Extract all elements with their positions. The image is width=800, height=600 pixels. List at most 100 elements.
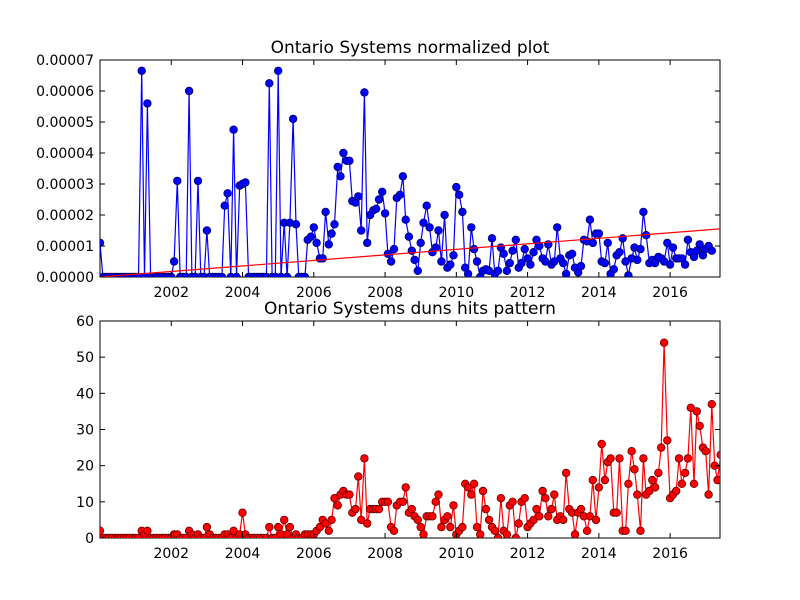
data-point (383, 497, 393, 506)
data-point (692, 407, 701, 416)
data-point (339, 148, 348, 158)
x-tick-label: 2016 (652, 546, 688, 562)
data-point (360, 88, 369, 97)
data-point (588, 238, 597, 248)
data-point (446, 260, 455, 269)
data-point (520, 494, 529, 503)
y-tick-label: 0.00002 (36, 208, 94, 224)
data-point (541, 494, 550, 503)
data-point (282, 530, 292, 538)
data-point (404, 232, 414, 241)
data-point (597, 439, 606, 449)
data-point (321, 207, 330, 217)
data-point (232, 272, 241, 277)
y-tick-label: 10 (76, 495, 94, 511)
data-point (265, 522, 274, 532)
data-point (496, 494, 506, 503)
data-point (345, 490, 354, 499)
y-tick-label: 0 (85, 531, 94, 547)
data-point (585, 215, 595, 224)
data-point (398, 497, 408, 506)
data-point (711, 0, 719, 4)
data-point (636, 526, 645, 535)
data-point (458, 207, 467, 217)
data-point (357, 226, 366, 235)
data-point (401, 483, 410, 492)
series-layer (100, 0, 722, 277)
x-tick-label: 2002 (153, 546, 189, 562)
data-point (345, 156, 354, 165)
data-point (395, 190, 405, 199)
data-point (374, 504, 384, 514)
plot-area: 2002 2004 2006 2008 2010 2012 2014 2016 0 10 20 30 4… (76, 314, 721, 562)
data-point (547, 504, 556, 514)
data-point (463, 269, 473, 277)
data-point (612, 508, 621, 517)
data-point (291, 220, 301, 229)
data-point (357, 515, 366, 525)
data-point (559, 515, 568, 525)
data-point (594, 483, 604, 492)
data-point (633, 490, 642, 499)
x-tick-label: 2012 (510, 285, 546, 301)
data-point (499, 249, 508, 258)
data-point (333, 162, 342, 172)
data-point (330, 494, 339, 503)
plot-area: 2002 2004 2006 2008 2010 2012 2014 2016 0.00000 0… (36, 0, 722, 301)
data-point (695, 240, 704, 249)
data-point (265, 79, 274, 88)
x-tick-label: 2002 (153, 285, 189, 301)
data-point (455, 190, 464, 199)
data-point (434, 490, 443, 499)
data-point (363, 519, 372, 528)
data-point (665, 260, 675, 269)
y-tick-label: 0.00003 (36, 177, 94, 193)
data-point (701, 447, 710, 456)
data-point (274, 66, 283, 75)
data-point (627, 447, 636, 456)
x-tick-label: 2014 (581, 546, 617, 562)
y-tick-label: 50 (76, 350, 94, 366)
data-point (668, 243, 678, 252)
data-point (511, 533, 520, 538)
data-point (663, 436, 672, 445)
data-point (419, 530, 428, 538)
data-point (487, 234, 497, 243)
data-point (600, 258, 610, 268)
x-tick-label: 2016 (652, 285, 688, 301)
data-point (618, 234, 627, 243)
data-point (636, 244, 645, 254)
y-tick-label: 0.00006 (36, 84, 94, 100)
data-point (553, 223, 562, 232)
data-point (469, 479, 479, 488)
data-point (410, 255, 419, 265)
data-point (184, 86, 194, 96)
data-point (659, 338, 669, 347)
data-point (472, 257, 482, 266)
data-point (458, 522, 467, 532)
data-point (570, 530, 580, 538)
data-point (606, 454, 615, 463)
data-point (476, 530, 485, 538)
data-point (407, 504, 416, 514)
data-point (300, 272, 310, 277)
data-point (202, 226, 212, 235)
y-tick-label: 20 (76, 459, 94, 475)
data-point (520, 244, 529, 254)
data-point (173, 176, 182, 186)
data-point (680, 260, 690, 269)
data-point (600, 475, 610, 485)
y-tick-label: 40 (76, 386, 94, 402)
data-point (354, 472, 363, 481)
data-point (386, 257, 396, 266)
data-point (576, 504, 586, 514)
data-point (695, 421, 704, 431)
data-point (434, 226, 443, 235)
data-point (469, 244, 479, 254)
data-point (324, 240, 333, 249)
x-tick-label: 2008 (367, 285, 403, 301)
data-point (508, 497, 517, 506)
data-point (594, 229, 604, 238)
data-point (714, 0, 722, 4)
